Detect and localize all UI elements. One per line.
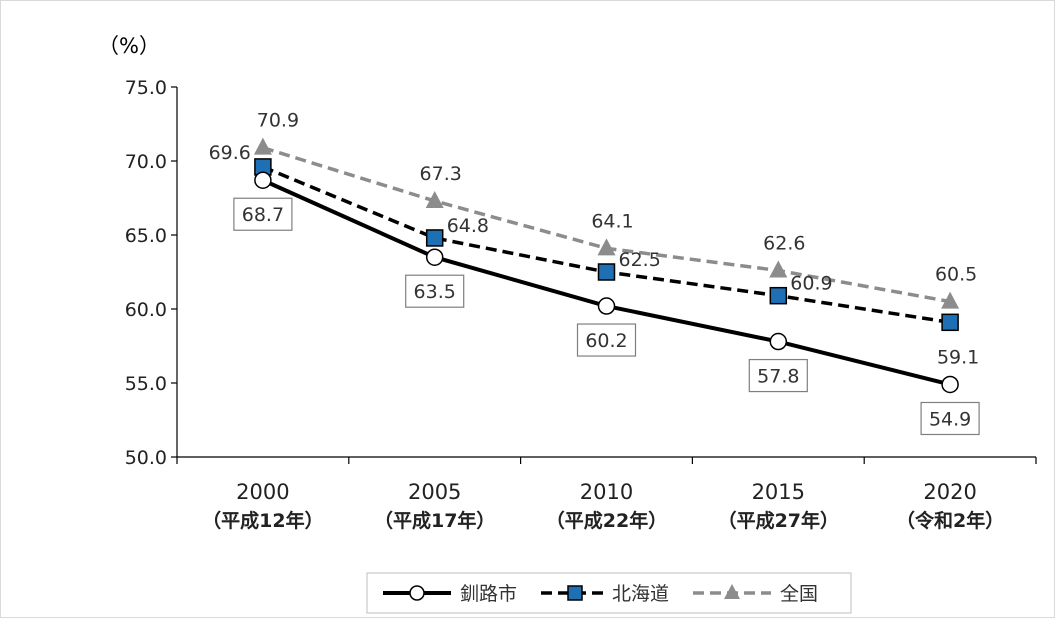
kushiro-label-box xyxy=(233,197,293,231)
series-0-marker xyxy=(769,332,788,351)
hokkaido-data-label: 59.1 xyxy=(937,346,979,368)
zenkoku-data-label: 70.9 xyxy=(257,110,299,132)
y-tick-label: 55.0 xyxy=(125,373,167,395)
kushiro-label-box xyxy=(920,401,980,436)
series-0-marker xyxy=(597,297,616,315)
kushiro-data-label: 54.9 xyxy=(929,408,971,430)
hokkaido-data-label: 69.6 xyxy=(209,142,251,164)
series-2-marker xyxy=(597,238,616,256)
legend-marker xyxy=(567,585,583,601)
x-tick-label-era: （令和2年） xyxy=(896,509,1004,532)
data-labels: 68.7 63.5 60.2 57.8 54.9 69.6 64.8 62.5 60.9 59.1… xyxy=(209,110,980,436)
series-0-marker xyxy=(425,248,444,266)
x-tick-label-year: 2010 xyxy=(580,480,633,504)
hokkaido-data-label: 62.5 xyxy=(619,249,661,271)
x-tick-label-era: （平成12年） xyxy=(202,509,323,532)
x-tick-label-era: （平成22年） xyxy=(546,509,667,532)
kushiro-data-label: 60.2 xyxy=(585,330,627,352)
y-tick-label: 75.0 xyxy=(125,77,167,99)
series-0-marker xyxy=(941,375,959,394)
kushiro-data-label: 68.7 xyxy=(242,204,284,226)
series-2-marker xyxy=(425,190,444,208)
kushiro-data-label: 57.8 xyxy=(757,366,799,388)
y-tick-label: 65.0 xyxy=(125,225,167,247)
axes: 50.0 55.0 60.0 65.0 70.0 75.0 2000 （平成12年） 2005 （… xyxy=(125,77,1037,532)
hokkaido-data-label: 60.9 xyxy=(790,273,832,295)
x-tick-label-era: （平成27年） xyxy=(718,509,839,532)
series-0-marker xyxy=(254,171,272,189)
zenkoku-data-label: 67.3 xyxy=(420,163,462,185)
legend-marker xyxy=(409,585,425,601)
legend: 釧路市 北海道 全国 xyxy=(366,572,852,614)
zenkoku-data-label: 64.1 xyxy=(591,210,633,232)
series-1-marker xyxy=(941,313,959,332)
kushiro-label-box xyxy=(576,323,637,357)
series-1-marker xyxy=(769,286,788,305)
series-2-marker xyxy=(769,260,788,278)
x-tick-label-year: 2015 xyxy=(752,480,805,504)
hokkaido-data-label: 64.8 xyxy=(447,215,489,237)
y-tick-label: 70.0 xyxy=(125,151,167,173)
kushiro-data-label: 63.5 xyxy=(414,281,456,303)
zenkoku-data-label: 62.6 xyxy=(763,233,805,255)
series-markers xyxy=(253,137,960,394)
y-tick-label: 60.0 xyxy=(125,299,167,321)
x-tick-label-year: 2005 xyxy=(408,480,461,504)
legend-label-1: 北海道 xyxy=(612,583,669,605)
legend-marker xyxy=(724,584,740,599)
x-tick-label-year: 2020 xyxy=(923,480,976,504)
series-2-marker xyxy=(253,137,272,155)
kushiro-label-box xyxy=(748,358,808,393)
x-tick-label-year: 2000 xyxy=(236,480,289,504)
legend-label-0: 釧路市 xyxy=(460,583,517,605)
x-tick-label-era: （平成17年） xyxy=(374,509,495,532)
kushiro-label-box xyxy=(405,274,465,308)
series-2-marker xyxy=(941,291,960,309)
series-1-marker xyxy=(597,263,616,281)
y-unit-label: （%） xyxy=(98,34,160,58)
series-1-marker xyxy=(425,229,444,247)
y-tick-label: 50.0 xyxy=(125,447,167,469)
zenkoku-data-label: 60.5 xyxy=(935,264,977,286)
legend-label-2: 全国 xyxy=(780,583,818,605)
